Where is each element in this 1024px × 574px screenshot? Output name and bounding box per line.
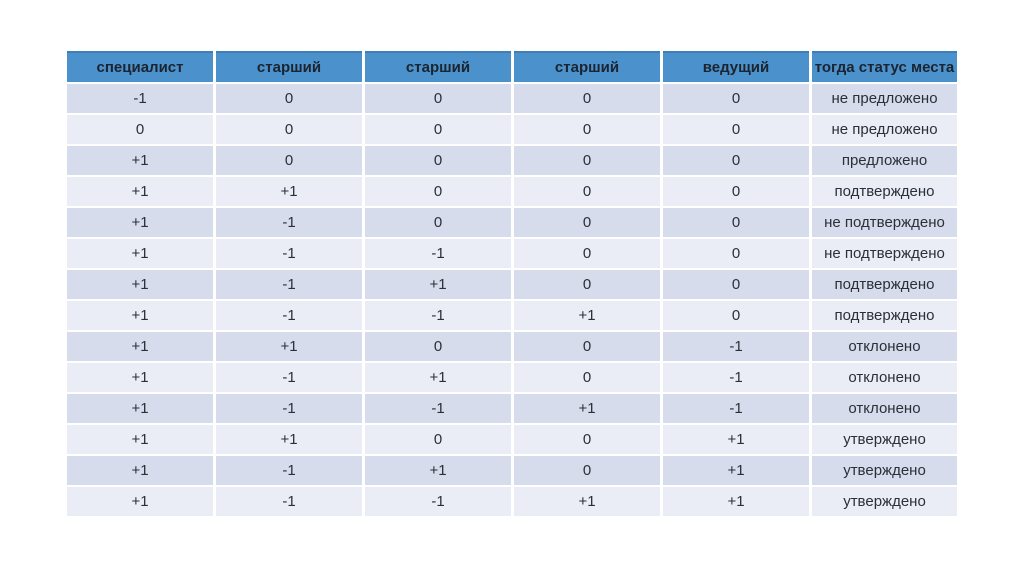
vote-cell: 0: [514, 363, 660, 392]
vote-cell: +1: [67, 394, 213, 423]
vote-cell: 0: [514, 208, 660, 237]
vote-cell: 0: [365, 84, 511, 113]
vote-cell: 0: [663, 177, 809, 206]
vote-cell: -1: [216, 270, 362, 299]
vote-cell: 0: [365, 115, 511, 144]
vote-cell: +1: [67, 146, 213, 175]
vote-cell: +1: [365, 363, 511, 392]
vote-cell: +1: [663, 456, 809, 485]
vote-cell: 0: [216, 115, 362, 144]
vote-cell: +1: [663, 487, 809, 516]
vote-cell: -1: [216, 487, 362, 516]
vote-cell: +1: [67, 208, 213, 237]
vote-cell: -1: [663, 332, 809, 361]
vote-cell: 0: [663, 239, 809, 268]
vote-cell: +1: [216, 425, 362, 454]
status-cell: подтверждено: [812, 177, 957, 206]
vote-cell: 0: [663, 84, 809, 113]
vote-cell: +1: [67, 487, 213, 516]
status-cell: утверждено: [812, 487, 957, 516]
vote-cell: -1: [216, 239, 362, 268]
vote-cell: -1: [365, 487, 511, 516]
status-cell: отклонено: [812, 332, 957, 361]
vote-cell: +1: [67, 270, 213, 299]
vote-cell: +1: [67, 425, 213, 454]
status-cell: не подтверждено: [812, 239, 957, 268]
vote-cell: 0: [514, 239, 660, 268]
vote-cell: -1: [663, 394, 809, 423]
status-cell: подтверждено: [812, 270, 957, 299]
status-cell: утверждено: [812, 425, 957, 454]
column-header-specialist: специалист: [67, 51, 213, 82]
vote-cell: 0: [663, 146, 809, 175]
vote-cell: 0: [514, 177, 660, 206]
vote-cell: -1: [216, 394, 362, 423]
vote-cell: +1: [67, 239, 213, 268]
vote-cell: 0: [663, 301, 809, 330]
vote-cell: +1: [514, 301, 660, 330]
vote-cell: 0: [663, 115, 809, 144]
vote-cell: 0: [365, 208, 511, 237]
column-header-place-status: тогда статус места: [812, 51, 957, 82]
vote-cell: +1: [216, 177, 362, 206]
vote-cell: 0: [514, 146, 660, 175]
vote-cell: 0: [514, 332, 660, 361]
vote-cell: -1: [365, 239, 511, 268]
vote-cell: 0: [514, 425, 660, 454]
vote-cell: +1: [67, 332, 213, 361]
vote-cell: 0: [514, 456, 660, 485]
vote-cell: -1: [216, 456, 362, 485]
vote-cell: 0: [216, 146, 362, 175]
vote-cell: +1: [67, 177, 213, 206]
status-cell: утверждено: [812, 456, 957, 485]
vote-cell: 0: [365, 332, 511, 361]
status-cell: не предложено: [812, 84, 957, 113]
column-header-senior-1: старший: [216, 51, 362, 82]
vote-cell: 0: [514, 84, 660, 113]
status-cell: предложено: [812, 146, 957, 175]
vote-cell: 0: [67, 115, 213, 144]
status-cell: не подтверждено: [812, 208, 957, 237]
column-header-senior-3: старший: [514, 51, 660, 82]
vote-cell: +1: [67, 363, 213, 392]
vote-cell: -1: [216, 363, 362, 392]
vote-cell: 0: [514, 115, 660, 144]
vote-cell: +1: [514, 394, 660, 423]
vote-cell: -1: [663, 363, 809, 392]
vote-cell: 0: [365, 146, 511, 175]
column-header-senior-2: старший: [365, 51, 511, 82]
status-cell: отклонено: [812, 394, 957, 423]
vote-cell: +1: [216, 332, 362, 361]
vote-cell: 0: [365, 425, 511, 454]
vote-cell: 0: [663, 208, 809, 237]
vote-cell: +1: [663, 425, 809, 454]
status-decision-table: специалист старший старший старший ведущ…: [67, 51, 957, 516]
vote-cell: +1: [365, 270, 511, 299]
vote-cell: +1: [514, 487, 660, 516]
vote-cell: -1: [365, 394, 511, 423]
vote-cell: -1: [67, 84, 213, 113]
status-cell: отклонено: [812, 363, 957, 392]
vote-cell: 0: [365, 177, 511, 206]
vote-cell: +1: [365, 456, 511, 485]
vote-cell: 0: [663, 270, 809, 299]
vote-cell: +1: [67, 456, 213, 485]
vote-cell: -1: [216, 208, 362, 237]
vote-cell: 0: [216, 84, 362, 113]
vote-cell: 0: [514, 270, 660, 299]
vote-cell: +1: [67, 301, 213, 330]
vote-cell: -1: [365, 301, 511, 330]
vote-cell: -1: [216, 301, 362, 330]
column-header-lead: ведущий: [663, 51, 809, 82]
status-cell: не предложено: [812, 115, 957, 144]
status-cell: подтверждено: [812, 301, 957, 330]
